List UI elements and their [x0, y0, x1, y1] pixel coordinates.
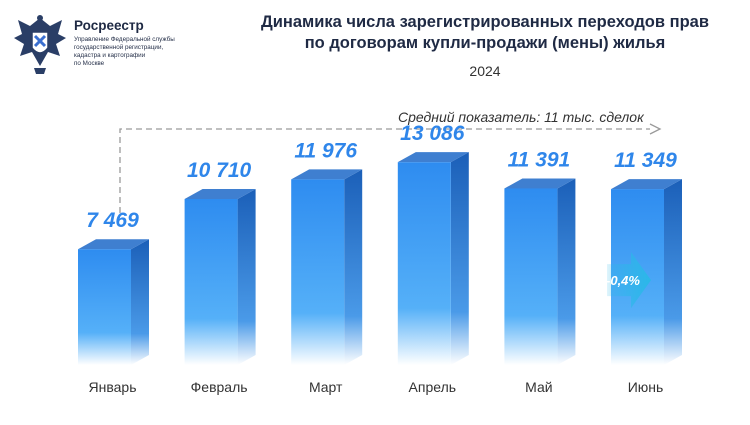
bar-top	[504, 178, 576, 189]
value-label: 11 976	[294, 139, 357, 162]
bar-group-3: 11 976 Март	[291, 139, 363, 395]
org-name: Росреестр	[74, 18, 144, 33]
rosreestr-emblem-icon	[14, 15, 66, 74]
bar	[291, 179, 345, 365]
value-label: 10 710	[187, 159, 252, 182]
category-label: Апрель	[409, 379, 457, 395]
change-label: -0,4%	[606, 273, 640, 288]
value-label: 11 391	[508, 148, 571, 171]
category-label: Март	[309, 379, 343, 395]
bar-group-4: 13 086 Апрель	[397, 122, 469, 395]
value-label: 13 086	[400, 122, 465, 145]
bar-side	[344, 169, 363, 365]
bar-side	[131, 239, 149, 365]
bar-group-2: 10 710 Февраль	[184, 159, 256, 395]
category-label: Май	[525, 379, 552, 395]
chart-title: Динамика числа зарегистрированных перехо…	[261, 13, 709, 52]
bar-top	[611, 179, 682, 190]
bar-top	[397, 152, 469, 163]
org-subtitle: Управление Федеральной службы государств…	[74, 36, 175, 67]
bar-group-5: 11 391 Май	[504, 148, 576, 395]
change-arrow-icon	[607, 252, 651, 309]
value-label: 7 469	[86, 209, 139, 232]
bar-side	[237, 188, 256, 365]
value-label: 11 349	[614, 149, 677, 172]
category-label: Январь	[89, 379, 137, 395]
average-label: Средний показатель: 11 тыс. сделок	[398, 109, 644, 125]
bar-group-1: 7 469 Январь	[78, 209, 149, 395]
chart-year: 2024	[469, 63, 501, 79]
bar-side	[664, 179, 682, 365]
bar-top	[291, 169, 363, 180]
bar-top	[184, 188, 256, 199]
bar	[78, 249, 131, 365]
average-line	[119, 123, 662, 213]
category-label: Февраль	[191, 379, 248, 395]
bar-top	[78, 239, 149, 250]
bar	[184, 198, 238, 365]
bar	[397, 162, 451, 365]
bar-side	[557, 178, 576, 365]
bar	[504, 188, 558, 365]
category-label: Июнь	[628, 379, 664, 395]
bar-side	[450, 152, 469, 365]
